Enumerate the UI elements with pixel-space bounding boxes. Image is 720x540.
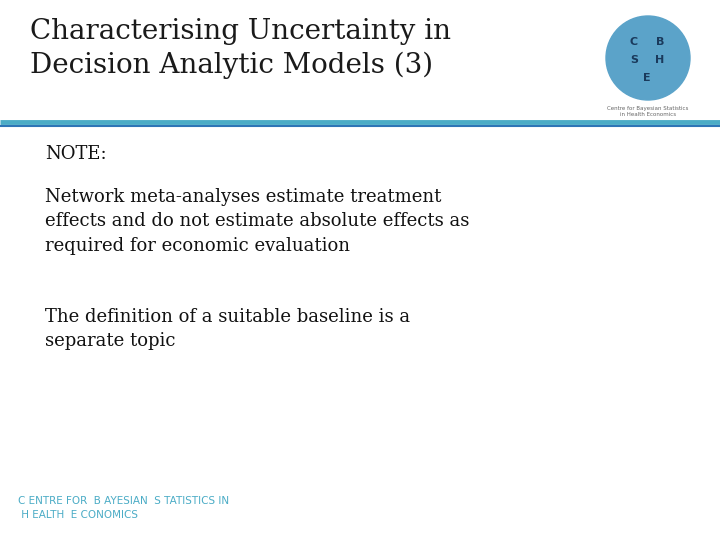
Text: E: E [643, 73, 651, 83]
Text: NOTE:: NOTE: [45, 145, 107, 163]
Circle shape [606, 16, 690, 100]
Text: Centre for Bayesian Statistics
in Health Economics: Centre for Bayesian Statistics in Health… [607, 106, 689, 117]
Text: Characterising Uncertainty in
Decision Analytic Models (3): Characterising Uncertainty in Decision A… [30, 18, 451, 79]
Text: C ENTRE FOR  B AYESIAN  S TATISTICS IN
 H EALTH  E CONOMICS: C ENTRE FOR B AYESIAN S TATISTICS IN H E… [18, 496, 229, 520]
Text: H: H [655, 55, 665, 65]
Text: C: C [630, 37, 638, 47]
Text: Network meta-analyses estimate treatment
effects and do not estimate absolute ef: Network meta-analyses estimate treatment… [45, 188, 469, 254]
Text: B: B [656, 37, 664, 47]
Text: The definition of a suitable baseline is a
separate topic: The definition of a suitable baseline is… [45, 308, 410, 350]
Text: S: S [630, 55, 638, 65]
